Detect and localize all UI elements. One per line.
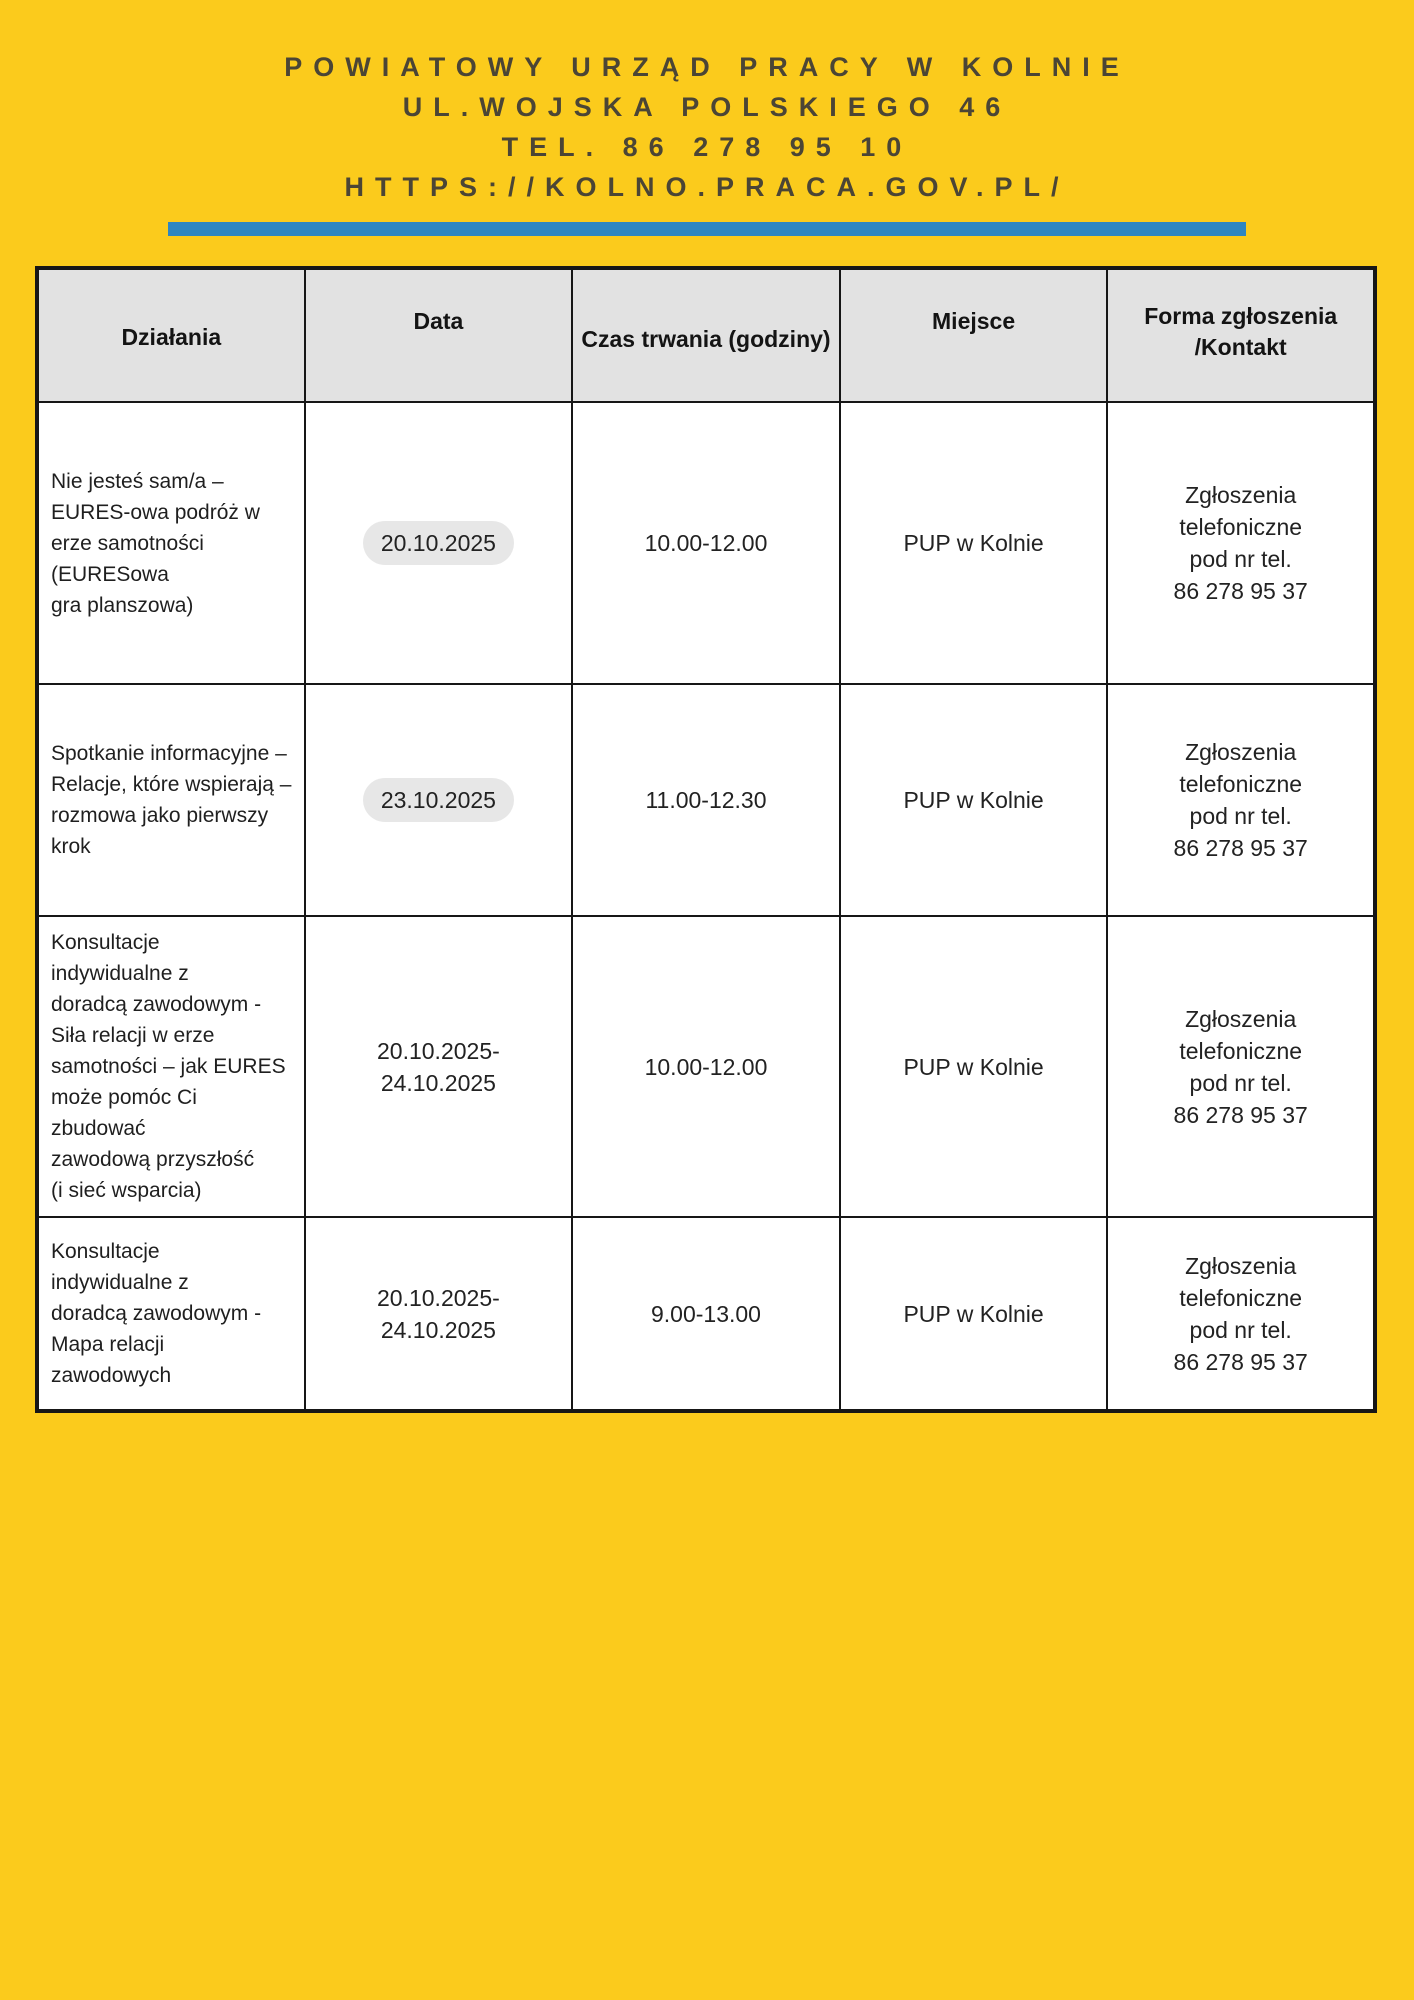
- office-phone: TEL. 86 278 95 10: [501, 132, 913, 162]
- table-row: Konsultacje indywidualne z doradcą zawod…: [36, 1216, 1376, 1412]
- date-highlight: 23.10.2025: [362, 778, 514, 822]
- column-header-date-label: Data: [413, 308, 464, 334]
- column-header-duration-label: Czas trwania (godziny): [581, 326, 831, 352]
- date-value: 23.10.2025: [380, 787, 496, 813]
- divider-bar: [168, 222, 1246, 236]
- office-name: POWIATOWY URZĄD PRACY W KOLNIE: [284, 52, 1130, 82]
- activity-cell: Spotkanie informacyjne – Relacje, które …: [36, 683, 306, 917]
- place-cell: PUP w Kolnie: [838, 683, 1109, 917]
- table-row: Nie jesteś sam/a – EURES-owa podróż w er…: [36, 401, 1376, 685]
- activity-cell: Konsultacje indywidualne z doradcą zawod…: [36, 1216, 306, 1412]
- date-value: 20.10.2025: [380, 530, 496, 556]
- contact-cell: Zgłoszenia telefoniczne pod nr tel. 86 2…: [1106, 401, 1376, 685]
- column-header-place-label: Miejsce: [932, 308, 1016, 334]
- place-cell: PUP w Kolnie: [838, 915, 1109, 1218]
- column-header-place: Miejsce: [838, 267, 1109, 403]
- column-header-contact: Forma zgłoszenia /Kontakt: [1106, 267, 1376, 403]
- column-header-contact-label: Forma zgłoszenia /Kontakt: [1144, 302, 1338, 360]
- table-row: Spotkanie informacyjne – Relacje, które …: [36, 683, 1376, 917]
- duration-cell: 9.00-13.00: [571, 1216, 841, 1412]
- date-cell: 20.10.2025- 24.10.2025: [303, 1216, 574, 1412]
- place-cell: PUP w Kolnie: [838, 1216, 1109, 1412]
- schedule-table: Działania Data Czas trwania (godziny) Mi…: [35, 266, 1377, 1413]
- column-header-date: Data: [303, 267, 574, 403]
- date-cell: 20.10.2025- 24.10.2025: [303, 915, 574, 1218]
- duration-cell: 10.00-12.00: [571, 401, 841, 685]
- place-cell: PUP w Kolnie: [838, 401, 1109, 685]
- contact-cell: Zgłoszenia telefoniczne pod nr tel. 86 2…: [1106, 1216, 1376, 1412]
- column-header-activity: Działania: [36, 267, 306, 403]
- contact-cell: Zgłoszenia telefoniczne pod nr tel. 86 2…: [1106, 915, 1376, 1218]
- office-header: POWIATOWY URZĄD PRACY W KOLNIE UL.WOJSKA…: [0, 0, 1414, 207]
- duration-cell: 10.00-12.00: [571, 915, 841, 1218]
- office-website: HTTPS://KOLNO.PRACA.GOV.PL/: [344, 172, 1070, 202]
- table-row: Konsultacje indywidualne z doradcą zawod…: [36, 915, 1376, 1218]
- column-header-duration: Czas trwania (godziny): [571, 267, 841, 403]
- date-cell: 20.10.2025: [303, 401, 574, 685]
- date-cell: 23.10.2025: [303, 683, 574, 917]
- column-header-activity-label: Działania: [121, 324, 222, 350]
- activity-cell: Konsultacje indywidualne z doradcą zawod…: [36, 915, 306, 1218]
- office-address: UL.WOJSKA POLSKIEGO 46: [402, 92, 1012, 122]
- contact-cell: Zgłoszenia telefoniczne pod nr tel. 86 2…: [1106, 683, 1376, 917]
- activity-cell: Nie jesteś sam/a – EURES-owa podróż w er…: [36, 401, 306, 685]
- duration-cell: 11.00-12.30: [571, 683, 841, 917]
- table-header-row: Działania Data Czas trwania (godziny) Mi…: [36, 267, 1376, 403]
- date-highlight: 20.10.2025: [362, 521, 514, 565]
